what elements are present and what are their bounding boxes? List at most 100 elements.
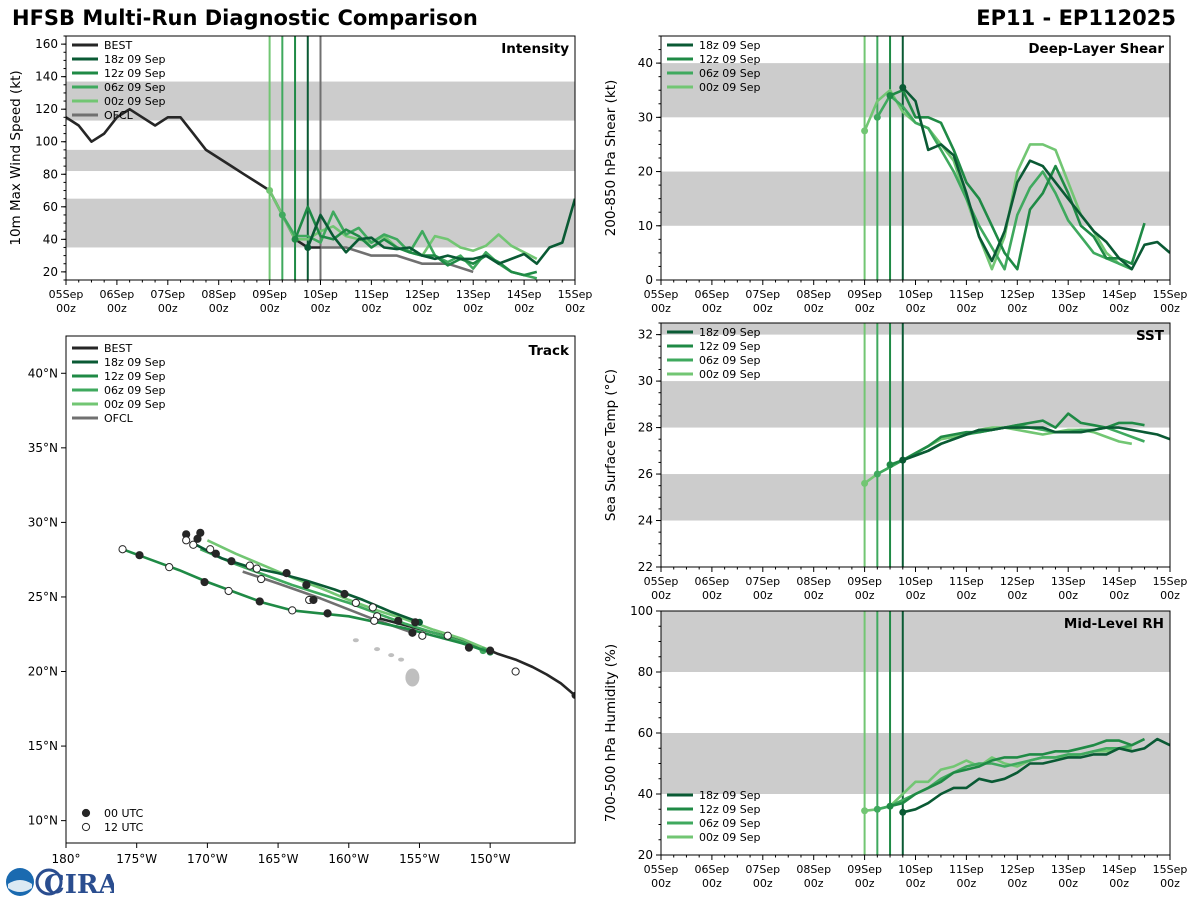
- x-tick-label: 08Sep: [796, 575, 831, 588]
- y-tick-label: 26: [638, 467, 653, 481]
- legend-label: 00z 09 Sep: [104, 398, 166, 411]
- noaa-wave-icon: [8, 880, 32, 892]
- x-tick-label: 00z: [1109, 302, 1129, 315]
- y-tick-label: 32: [638, 328, 653, 342]
- y-tick-label: 20°N: [28, 665, 58, 679]
- storm-id: EP11 - EP112025: [976, 6, 1176, 30]
- legend-label: 00z 09 Sep: [699, 368, 761, 381]
- y-tick-label: 30: [638, 374, 653, 388]
- track-marker-12utc: [288, 606, 297, 615]
- chart-track: 180° 175°W 170°W 165°W 160°W 155°W 150°W 10°N 15…: [28, 335, 576, 866]
- y-tick-label: 40°N: [28, 366, 58, 380]
- legend-label: 12z 09 Sep: [699, 803, 761, 816]
- x-tick-label: 12Sep: [1000, 863, 1035, 876]
- x-tick-label: 150°W: [470, 852, 511, 866]
- x-tick-label: 00z: [651, 877, 671, 890]
- x-tick-label: 06Sep: [695, 288, 730, 301]
- series-line-OFCL: [320, 246, 474, 274]
- y-tick-label: 40: [638, 787, 653, 801]
- legend-label: 18z 09 Sep: [699, 326, 761, 339]
- series-group: [861, 737, 1170, 816]
- marker-legend-label: 00 UTC: [104, 807, 144, 820]
- x-tick-label: 05Sep: [644, 575, 679, 588]
- x-tick-label: 05Sep: [644, 863, 679, 876]
- x-tick-label: 08Sep: [796, 863, 831, 876]
- y-tick-label: 20: [638, 165, 653, 179]
- x-tick-label: 00z: [906, 877, 926, 890]
- y-tick-label: 100: [35, 135, 58, 149]
- x-tick-label: 12Sep: [1000, 575, 1035, 588]
- series-start-point-06z: [873, 805, 881, 813]
- x-tick-label: 13Sep: [1051, 863, 1086, 876]
- series-start-point-06z: [278, 211, 286, 219]
- x-tick-label: 00z: [804, 302, 824, 315]
- track-marker-12utc: [182, 536, 191, 545]
- x-tick-label: 00z: [412, 302, 432, 315]
- x-tick-label: 00z: [1160, 589, 1180, 602]
- track-marker-00utc: [282, 568, 291, 578]
- x-tick-label: 160°W: [328, 852, 369, 866]
- y-tick-label: 22: [638, 560, 653, 574]
- x-tick-label: 00z: [1109, 589, 1129, 602]
- series-line-18z: [902, 426, 1170, 462]
- y-tick-label: 20: [638, 848, 653, 862]
- x-tick-label: 00z: [753, 302, 773, 315]
- legend-label: 00z 09 Sep: [699, 81, 761, 94]
- cira-logo-text: CIRA: [44, 870, 114, 898]
- threshold-band: [661, 381, 1170, 428]
- chart-rh: 2040608010005Sep00z06Sep00z07Sep00z08Sep…: [603, 604, 1187, 890]
- track-plot-area: [118, 528, 575, 699]
- x-tick-label: 00z: [311, 302, 331, 315]
- x-tick-label: 00z: [1160, 302, 1180, 315]
- track-line-00z: [206, 539, 491, 652]
- track-marker-12utc: [418, 631, 427, 640]
- x-tick-label: 10Sep: [898, 575, 933, 588]
- x-tick-label: 14Sep: [507, 288, 542, 301]
- series-start-point-00z: [861, 479, 869, 487]
- track-marker-12utc: [511, 667, 520, 676]
- x-tick-label: 00z: [514, 302, 534, 315]
- x-tick-label: 15Sep: [558, 288, 593, 301]
- series-line-06z: [876, 423, 1145, 476]
- track-marker-12utc: [252, 564, 261, 573]
- x-tick-label: 07Sep: [745, 288, 780, 301]
- threshold-band: [661, 171, 1170, 226]
- x-tick-label: 00z: [855, 302, 875, 315]
- track-line-12z: [122, 547, 491, 654]
- track-marker-12utc: [189, 540, 198, 549]
- y-axis-label: Sea Surface Temp (°C): [603, 369, 619, 521]
- series-start-point-00z: [861, 127, 869, 135]
- legend-label: 12z 09 Sep: [699, 53, 761, 66]
- x-tick-label: 00z: [1007, 877, 1027, 890]
- marker-legend-12utc: [81, 822, 91, 832]
- y-tick-label: 30°N: [28, 515, 58, 529]
- y-tick-label: 140: [35, 70, 58, 84]
- series-line-12z: [889, 737, 1146, 808]
- x-tick-label: 06Sep: [695, 575, 730, 588]
- x-tick-label: 00z: [1007, 589, 1027, 602]
- x-tick-label: 10Sep: [898, 288, 933, 301]
- track-marker-00utc: [411, 618, 420, 627]
- x-tick-label: 05Sep: [49, 288, 84, 301]
- threshold-band: [661, 733, 1170, 794]
- legend-label: 12z 09 Sep: [104, 67, 166, 80]
- y-tick-label: 28: [638, 421, 653, 435]
- series-line-18z: [902, 737, 1170, 814]
- threshold-band: [661, 323, 1170, 335]
- x-tick-label: 00z: [804, 877, 824, 890]
- x-tick-label: 00z: [753, 589, 773, 602]
- x-tick-label: 08Sep: [796, 288, 831, 301]
- track-marker-00utc: [255, 597, 264, 606]
- legend-label: 18z 09 Sep: [699, 789, 761, 802]
- chart-title: SST: [1136, 328, 1165, 344]
- cira-ring-icon: [35, 868, 63, 896]
- legend-label: BEST: [104, 342, 132, 355]
- legend-label: 06z 09 Sep: [699, 67, 761, 80]
- track-marker-00utc: [394, 616, 403, 625]
- track-marker-00utc: [211, 549, 220, 558]
- y-tick-label: 10°N: [28, 814, 58, 828]
- x-tick-label: 06Sep: [695, 863, 730, 876]
- y-tick-label: 35°N: [28, 441, 58, 455]
- y-tick-label: 120: [35, 102, 58, 116]
